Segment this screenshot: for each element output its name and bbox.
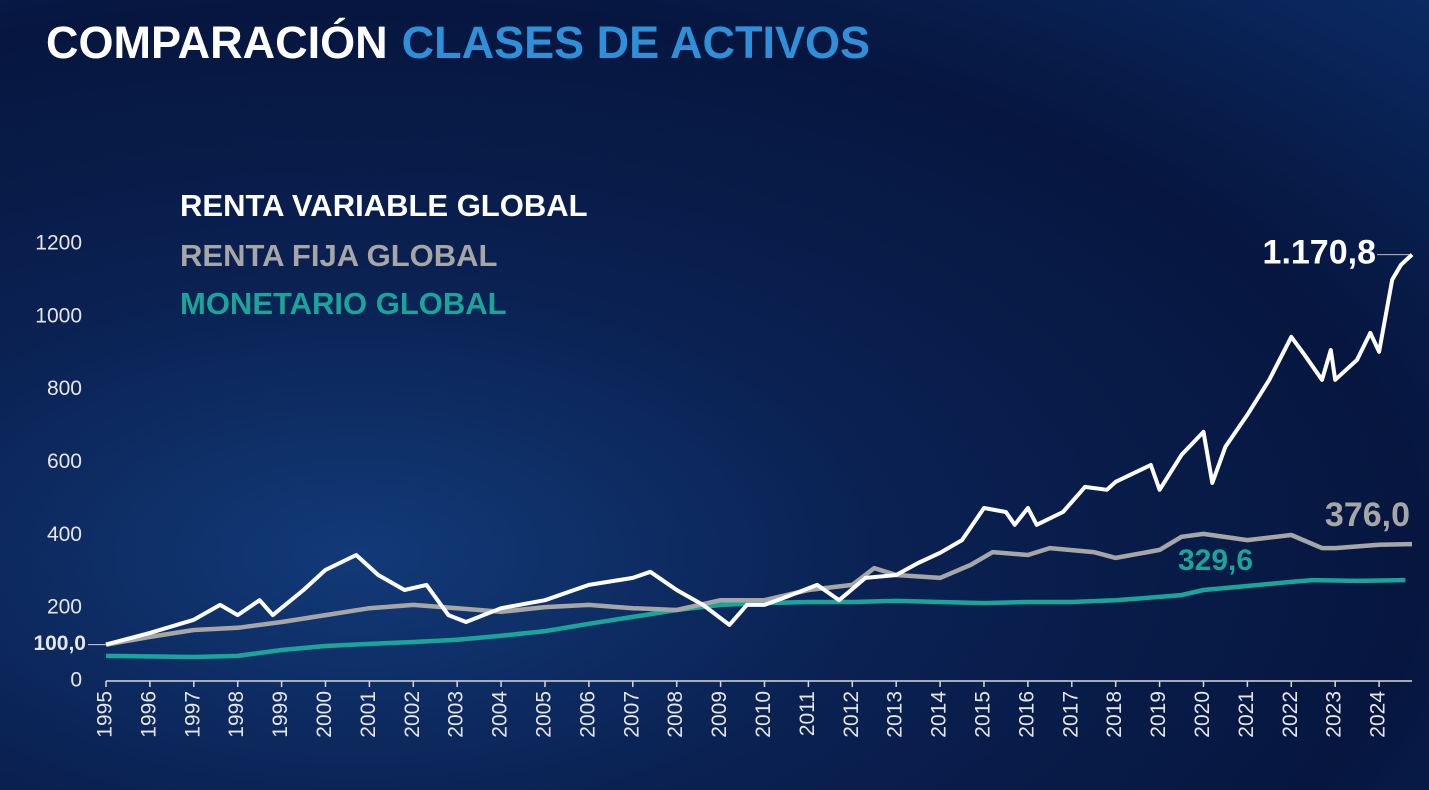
y-tick-label: 0 — [70, 669, 82, 692]
value-label: 329,6 — [1178, 544, 1253, 577]
x-tick-label: 2014 — [928, 691, 951, 738]
x-tick-label: 2016 — [1015, 691, 1038, 738]
x-tick-label: 2017 — [1059, 691, 1082, 738]
value-label: 1.170,8 — [1263, 234, 1376, 272]
x-tick-label: 2013 — [884, 691, 907, 738]
x-tick-label: 2019 — [1147, 691, 1170, 738]
x-tick-label: 2023 — [1323, 691, 1346, 738]
x-tick-label: 1996 — [137, 691, 160, 738]
x-tick-label: 2001 — [357, 691, 380, 738]
title-accent: CLASES DE ACTIVOS — [402, 17, 870, 68]
title-main: COMPARACIÓN — [46, 17, 388, 68]
x-tick-label: 2000 — [313, 691, 336, 738]
x-tick-label: 2018 — [1103, 691, 1126, 738]
x-tick-label: 2006 — [576, 691, 599, 738]
x-tick-label: 2010 — [752, 691, 775, 738]
y-tick-label: 800 — [47, 377, 82, 400]
chart-title: COMPARACIÓN CLASES DE ACTIVOS — [46, 17, 870, 68]
legend-entry: RENTA VARIABLE GLOBAL — [180, 188, 588, 223]
x-tick-label: 2011 — [796, 691, 819, 736]
x-tick-label: 2005 — [533, 691, 556, 738]
y-tick-label: 200 — [47, 596, 82, 619]
x-tick-label: 2002 — [401, 691, 424, 738]
series-line — [105, 531, 1413, 647]
value-label: 376,0 — [1325, 496, 1410, 534]
x-tick-label: 2021 — [1235, 691, 1258, 738]
x-tick-label: 2022 — [1279, 691, 1302, 738]
x-tick-label: 2020 — [1191, 691, 1214, 738]
legend-entry: MONETARIO GLOBAL — [180, 286, 507, 321]
y-tick-label: 100,0 — [33, 632, 86, 655]
x-tick-label: 2024 — [1367, 691, 1390, 738]
legend-entry: RENTA FIJA GLOBAL — [180, 238, 497, 273]
x-tick-label: 2007 — [620, 691, 643, 738]
y-tick-label: 1200 — [35, 232, 82, 255]
y-tick-label: 1000 — [35, 304, 82, 327]
x-tick-label: 1997 — [181, 691, 204, 738]
x-tick-label: 1998 — [225, 691, 248, 738]
series-line — [105, 577, 1406, 660]
x-tick-label: 2009 — [708, 691, 731, 738]
y-tick-label: 400 — [47, 523, 82, 546]
x-tick-label: 2004 — [489, 691, 512, 738]
x-tick-label: 2012 — [840, 691, 863, 738]
x-tick-label: 1995 — [94, 691, 117, 738]
x-tick-label: 2003 — [445, 691, 468, 738]
y-tick-label: 600 — [47, 450, 82, 473]
x-tick-label: 2015 — [972, 691, 995, 738]
series-line — [105, 253, 1414, 647]
x-tick-label: 1999 — [269, 691, 292, 738]
x-tick-label: 2008 — [664, 691, 687, 738]
